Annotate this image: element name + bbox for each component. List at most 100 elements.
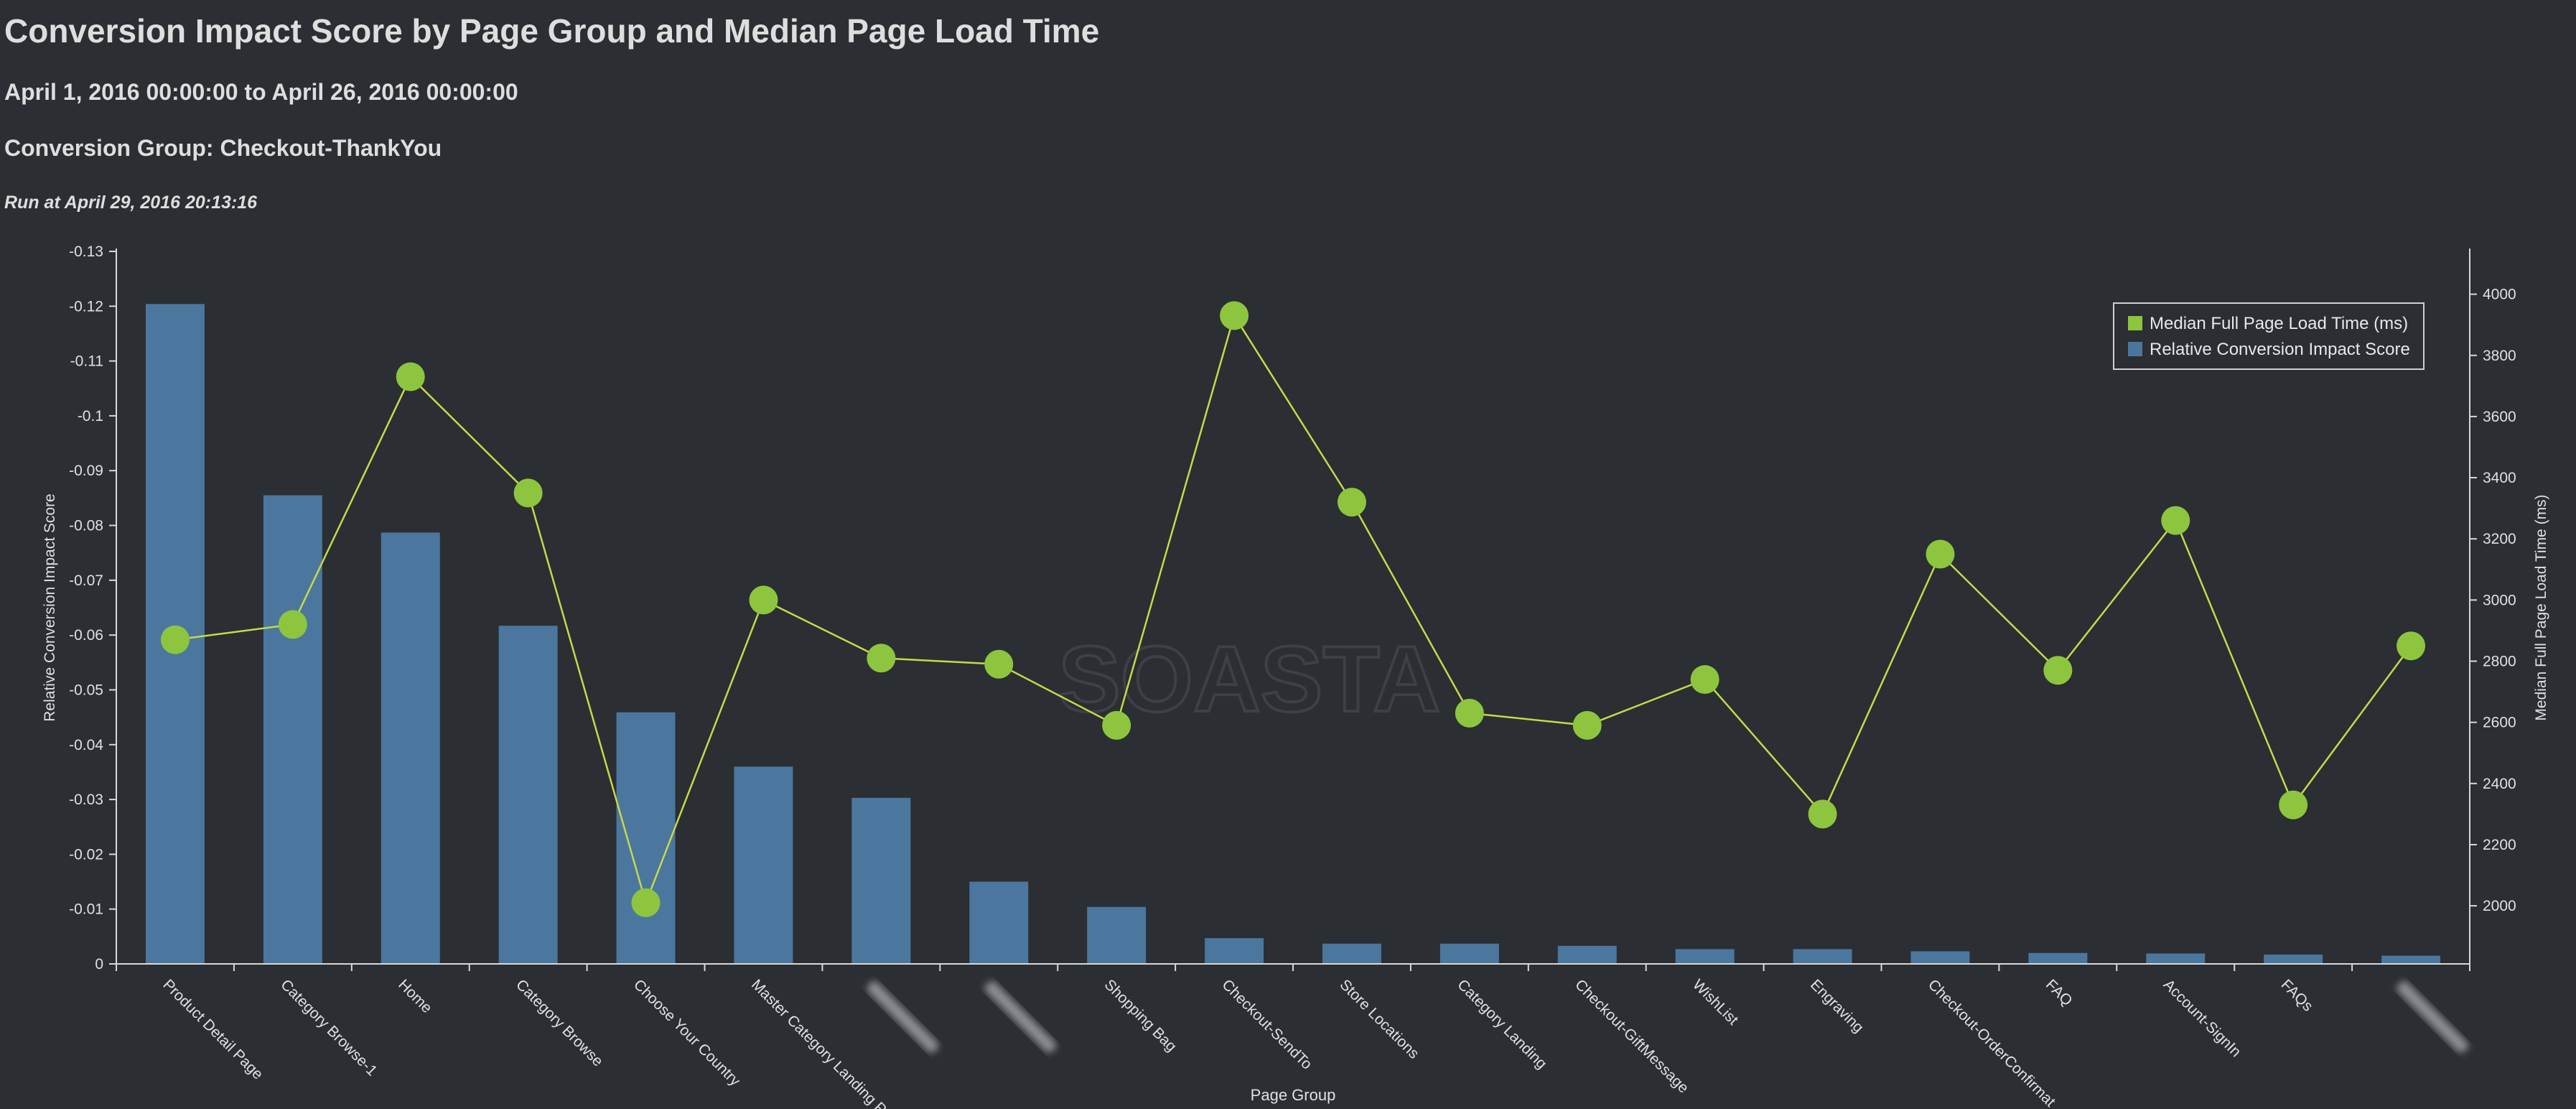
chart-title: Conversion Impact Score by Page Group an… [4,12,1100,50]
date-range: April 1, 2016 00:00:00 to April 26, 2016… [4,79,518,105]
legend-swatch-impact-score [2128,342,2142,356]
load-time-point [984,649,1014,679]
x-tick-label: Engraving [1807,976,1867,1036]
x-tick-label: Category Browse [513,976,606,1069]
bar [1557,945,1617,964]
right-tick-label: 3200 [2483,531,2516,547]
left-tick-label: -0.02 [69,846,103,863]
x-tick-label: Category Landing [1454,976,1549,1072]
bar [381,532,440,964]
right-tick-label: 3400 [2483,470,2516,486]
legend-label-load-time: Median Full Page Load Time (ms) [2150,314,2408,333]
load-time-point [2279,790,2308,820]
combo-chart: SOASTA -0.13-0.12-0.11-0.1-0.09-0.08-0.0… [42,243,2549,1109]
left-tick-label: -0.04 [69,737,103,753]
load-time-point [749,585,778,615]
legend-swatch-load-time [2128,316,2142,330]
bar [734,766,793,964]
load-time-point [160,625,190,654]
load-time-point [1102,710,1131,740]
legend-box [2113,302,2425,370]
bar [1087,906,1147,964]
right-tick-label: 2800 [2483,654,2516,670]
x-tick-label: Master Category Landing P [748,976,890,1109]
left-tick-label: 0 [95,956,103,973]
load-time-point [1220,301,1249,330]
left-tick-label: -0.03 [69,792,103,808]
x-tick-label: Shopping Bag [1101,976,1180,1055]
load-time-point [2043,656,2073,685]
line-layer [160,301,2426,917]
legend-label-impact-score: Relative Conversion Impact Score [2150,340,2410,359]
redacted-label-blur [2397,981,2468,1053]
x-tick-label: FAQ [2043,976,2076,1009]
x-tick-label: Store Locations [1336,976,1422,1062]
bar [1793,949,1852,964]
left-tick-label: -0.08 [69,518,103,534]
conversion-group: Conversion Group: Checkout-ThankYou [4,135,442,161]
left-tick-label: -0.01 [69,901,103,918]
right-tick-label: 2200 [2483,837,2516,853]
bar [498,626,558,964]
x-tick-label: Checkout-GiftMessage [1572,976,1691,1096]
right-tick-label: 3000 [2483,592,2516,608]
x-tick-label: Account-SignIn [2160,976,2244,1060]
left-tick-label: -0.06 [69,627,103,644]
x-tick-label: FAQs [2278,976,2316,1014]
left-tick-label: -0.11 [70,353,103,370]
right-tick-label: 2600 [2483,715,2516,731]
x-tick-label-redacted [2397,981,2468,1053]
redacted-label-blur [984,981,1057,1053]
x-tick-label: Checkout-SendTo [1219,976,1315,1072]
load-time-point [1926,539,1955,569]
x-tick-label: Category Browse-1 [277,976,380,1079]
bar [1675,949,1735,964]
load-time-point [1455,698,1484,728]
redacted-label-blur [867,981,939,1053]
load-time-point [867,644,896,673]
left-tick-label: -0.1 [78,408,103,424]
load-time-point [2397,631,2426,661]
x-tick-label: Choose Your Country [630,976,744,1090]
bar [2381,955,2441,964]
bar [1322,943,1381,964]
bar [2028,952,2088,964]
right-tick-label: 2400 [2483,776,2516,792]
load-time-point [396,362,425,391]
right-axis-title: Median Full Page Load Time (ms) [2533,494,2549,720]
run-timestamp: Run at April 29, 2016 20:13:16 [4,192,258,213]
left-tick-label: -0.09 [69,463,103,479]
load-time-line [174,313,2412,906]
bar [1439,943,1499,964]
left-axis-title: Relative Conversion Impact Score [42,493,58,721]
left-tick-label: -0.12 [69,298,103,315]
left-tick-label: -0.05 [69,682,103,698]
right-tick-label: 3600 [2483,409,2516,425]
bar [616,712,676,964]
x-tick-label-redacted [867,981,939,1053]
right-tick-label: 3800 [2483,348,2516,364]
bar [2146,953,2206,964]
x-tick-label: Home [395,976,435,1016]
bar [1910,951,1970,964]
bar [2264,955,2323,964]
bar [263,495,322,964]
bars-layer [145,304,2441,964]
x-tick-label: WishList [1689,976,1741,1028]
x-axis-title: Page Group [1251,1086,1336,1104]
load-time-point [2161,506,2190,535]
x-tick-label: Checkout-OrderConfirmat [1925,976,2058,1109]
x-tick-label-redacted [984,981,1057,1053]
load-time-point [1690,665,1719,695]
load-time-point [1808,799,1837,829]
right-tick-label: 2000 [2483,898,2516,914]
legend: Median Full Page Load Time (ms) Relative … [2113,302,2425,370]
load-time-point [278,610,307,639]
load-time-point [631,888,661,917]
left-tick-label: -0.13 [69,243,103,260]
x-tick-label: Product Detail Page [159,976,266,1082]
load-time-point [1572,710,1602,740]
right-tick-label: 4000 [2483,287,2516,303]
bar [969,881,1029,964]
bar [851,797,911,964]
